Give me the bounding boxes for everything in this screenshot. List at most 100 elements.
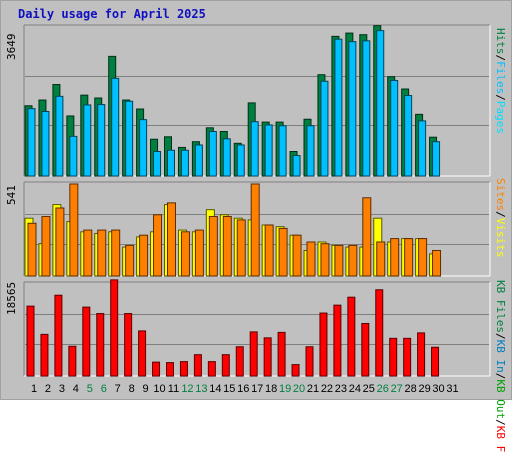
x-tick-label: 1 (30, 383, 38, 395)
files-bar (97, 104, 106, 177)
legend-separator: / (494, 211, 507, 218)
x-tick-label: 6 (100, 383, 107, 395)
files-bar (208, 130, 217, 177)
legend-hits: Hits (494, 28, 507, 55)
kb-f-bar (431, 346, 440, 377)
sites-bar (376, 241, 386, 277)
x-tick-label: 19 (278, 383, 292, 395)
files-bar (236, 144, 245, 177)
x-tick-label: 16 (237, 383, 250, 395)
x-tick-label: 15 (223, 383, 236, 395)
kb-f-bar (124, 313, 133, 377)
x-tick-label: 17 (251, 383, 264, 395)
files-bar (250, 121, 259, 177)
files-bar (348, 41, 357, 177)
kb-f-bar (375, 289, 384, 377)
sites-bar (432, 249, 442, 277)
sites-bar (125, 244, 135, 277)
files-bar (222, 138, 231, 177)
files-bar (111, 77, 120, 177)
kb-f-bar (291, 364, 300, 377)
x-tick-label: 20 (292, 383, 306, 395)
x-tick-label: 21 (306, 383, 320, 395)
files-bar (376, 30, 385, 177)
sites-bar (292, 234, 302, 277)
x-tick-label: 30 (432, 383, 445, 395)
panel3-legend: KB Files/KB In/KB Out/KB F (494, 280, 507, 452)
sites-bar (167, 202, 176, 277)
kb-f-bar (179, 361, 188, 377)
kb-f-bar (361, 322, 370, 377)
x-tick-label: 8 (128, 383, 135, 395)
x-tick-label: 10 (153, 383, 166, 395)
kb-f-bar (207, 361, 216, 377)
sites-bar (111, 229, 121, 277)
panel1-ymax-label: 3649 (5, 33, 18, 61)
panel1-legend: Hits/Files/Pages (494, 28, 507, 134)
files-bar (278, 125, 287, 177)
sites-bar (404, 238, 414, 277)
x-tick-label: 2 (44, 383, 51, 395)
files-bar (83, 104, 92, 177)
kb-f-bar (110, 279, 119, 377)
legend-kb-out: KB Out (494, 379, 507, 420)
x-tick-label: 22 (320, 383, 334, 395)
files-bar (320, 80, 329, 177)
x-tick-label: 14 (209, 383, 222, 395)
files-bar (180, 149, 189, 177)
x-tick-label: 9 (142, 383, 149, 395)
files-bar (264, 124, 273, 177)
legend-pages: Pages (494, 100, 507, 134)
kb-f-bar (152, 361, 161, 377)
sites-bar (264, 224, 274, 277)
sites-bar (97, 229, 107, 277)
files-bar (139, 119, 148, 177)
files-bar (27, 108, 36, 177)
files-bar (418, 120, 427, 177)
kb-f-bar (40, 333, 49, 377)
sites-bar (55, 207, 65, 277)
legend-kb-f: KB F (494, 425, 507, 452)
sites-bar (250, 183, 260, 277)
files-bar (55, 95, 64, 177)
panel2-legend: Sites/Visits (494, 178, 507, 258)
sites-bar (320, 243, 330, 277)
kb-f-bar (389, 337, 398, 377)
files-bar (194, 144, 203, 177)
legend-files: Files (494, 61, 507, 95)
chart-canvas (23, 24, 491, 377)
sites-bar (334, 244, 344, 277)
x-tick-label: 12 (181, 383, 194, 395)
legend-kb-in: KB In (494, 339, 507, 373)
legend-separator: / (494, 419, 507, 426)
files-bar (41, 110, 50, 177)
x-tick-label: 29 (418, 383, 431, 395)
files-bar (306, 125, 315, 177)
legend-sites: Sites (494, 178, 507, 212)
kb-f-bar (417, 332, 426, 377)
files-bar (404, 95, 413, 177)
files-bar (125, 100, 134, 177)
legend-kb-files: KB Files (494, 280, 507, 333)
x-tick-label: 4 (72, 383, 79, 395)
kb-f-bar (319, 312, 328, 377)
sites-bar (236, 219, 246, 277)
x-tick-label: 5 (86, 383, 93, 395)
x-tick-label: 7 (114, 383, 121, 395)
kb-f-bar (26, 305, 35, 377)
files-bar (153, 151, 162, 177)
sites-bar (362, 197, 372, 277)
kb-f-bar (263, 337, 272, 377)
x-tick-label: 11 (167, 383, 180, 395)
x-tick-label: 27 (390, 383, 403, 395)
kb-f-bar (333, 304, 342, 377)
kb-f-bar (96, 313, 105, 377)
sites-bar (41, 215, 51, 277)
x-tick-label: 28 (404, 383, 417, 395)
legend-separator: / (494, 94, 507, 101)
kb-f-bar (68, 345, 77, 377)
files-bar (362, 40, 371, 177)
files-bar (69, 135, 78, 177)
x-tick-label: 25 (362, 383, 375, 395)
kb-f-bar (347, 296, 356, 377)
